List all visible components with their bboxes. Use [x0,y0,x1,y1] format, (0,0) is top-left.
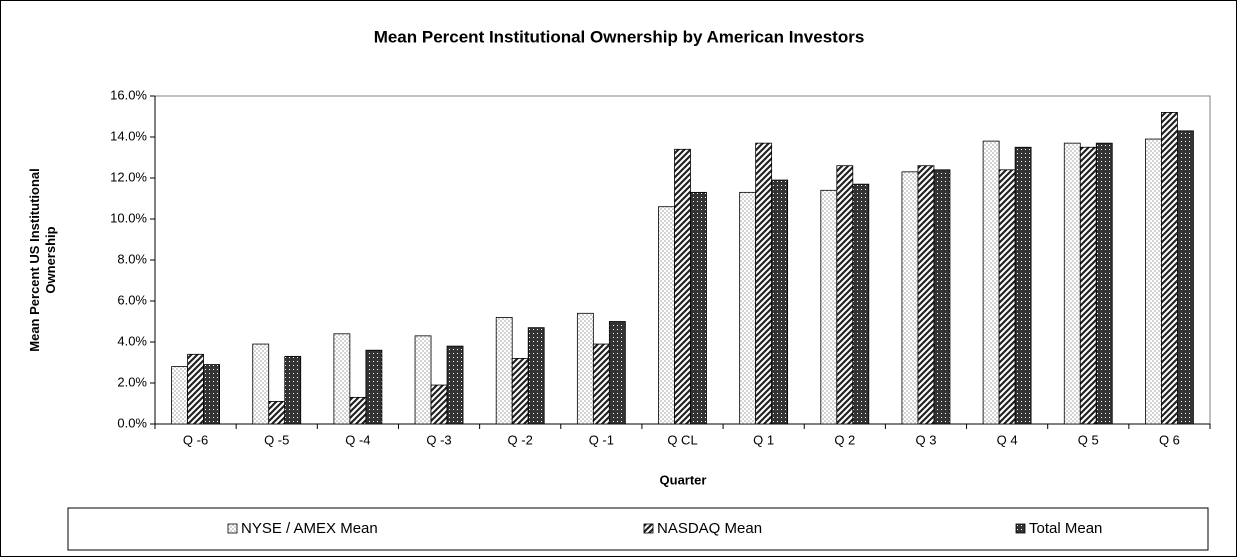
bar [430,384,448,425]
y-tick-label: 0.0% [117,415,147,430]
bar [1079,146,1097,425]
legend-label: NYSE / AMEX Mean [241,520,378,537]
bar [1063,142,1081,425]
x-tick-label: Q -4 [345,432,370,447]
x-tick-label: Q -6 [183,432,208,447]
bar [576,312,594,425]
legend-swatch [643,523,654,534]
bar [1177,130,1194,425]
bar [836,165,854,425]
x-tick-label: Q -1 [589,432,614,447]
bar [820,189,838,425]
bar [658,206,675,425]
x-tick-label: Q 6 [1159,432,1180,447]
bar [252,343,270,425]
legend-label: NASDAQ Mean [657,520,762,537]
bar [608,321,626,425]
y-tick-label: 4.0% [117,333,147,348]
y-tick-label: 12.0% [110,169,147,184]
x-tick-label: Q 5 [1078,432,1099,447]
bar [1014,146,1032,425]
bar [592,343,610,425]
bar [674,148,691,425]
x-tick-label: Q -2 [508,432,533,447]
x-tick-label: Q -3 [426,432,451,447]
bar [982,140,1000,425]
bar [284,355,302,425]
bar [771,179,789,425]
x-tick-label: Q CL [667,432,697,447]
x-tick-label: Q 1 [753,432,774,447]
bar [1095,142,1113,425]
x-tick-label: Q 3 [915,432,936,447]
y-tick-label: 16.0% [110,87,147,102]
legend-swatch [227,523,238,534]
y-tick-label: 14.0% [110,128,147,143]
y-axis-title: Mean Percent US InstitutionalOwnership [27,168,58,351]
bar [998,169,1016,425]
bar [333,333,351,425]
bar [446,345,464,425]
y-tick-label: 2.0% [117,374,147,389]
bar [917,165,935,425]
bar [901,171,919,425]
bar [203,364,220,425]
bar [268,401,286,425]
bar [495,316,513,425]
bar [171,366,188,425]
x-tick-label: Q 4 [997,432,1018,447]
bar [527,327,545,425]
x-tick-label: Q 2 [834,432,855,447]
bar [187,353,204,425]
bar [852,183,870,425]
bar [349,396,367,425]
legend-label: Total Mean [1029,520,1102,537]
y-tick-label: 6.0% [117,292,147,307]
bar [1161,112,1178,425]
bar [1145,138,1162,425]
bar [755,142,773,425]
legend-swatch [1015,523,1026,534]
y-tick-label: 10.0% [110,210,147,225]
bar [690,191,707,425]
bar [933,169,951,425]
bar [414,335,432,425]
bar [511,357,529,425]
x-tick-label: Q -5 [264,432,289,447]
bar [365,349,383,425]
y-tick-label: 8.0% [117,251,147,266]
chart-title: Mean Percent Institutional Ownership by … [374,27,865,46]
bar [739,191,757,425]
x-axis-title: Quarter [660,472,707,487]
